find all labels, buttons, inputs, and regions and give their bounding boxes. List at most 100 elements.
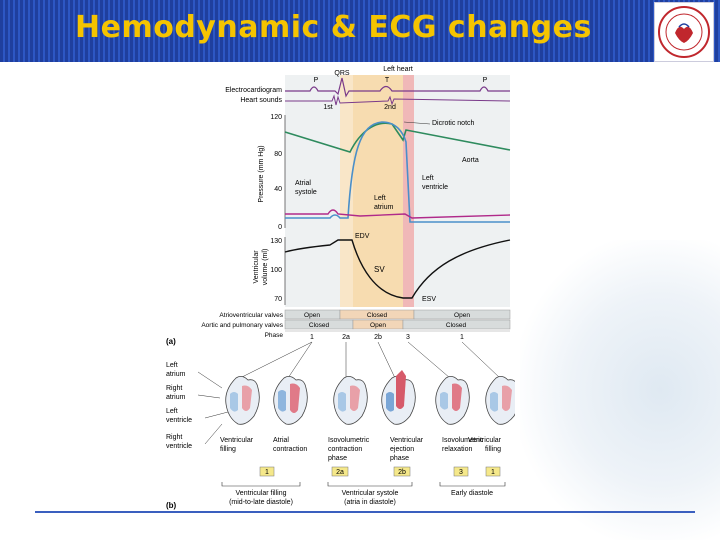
left-atrium-label-2: atrium: [374, 204, 394, 211]
left-ventricle-label-1: Left: [422, 175, 434, 182]
first-heart-sound: 1st: [323, 104, 332, 111]
heart-left-ventricle-label-1: Left: [166, 408, 178, 415]
dicrotic-notch-leader: [403, 121, 431, 125]
ecg-p-wave-2: P: [483, 77, 488, 84]
stage-phase-box-1b: [485, 466, 501, 477]
ap-state-2: Open: [370, 322, 386, 329]
phase-label: Phase: [265, 332, 284, 339]
atrial-systole-label-2: systole: [295, 189, 317, 196]
group-brackets: [221, 482, 506, 487]
stage-phase-2b: 2b: [398, 469, 406, 476]
volume-tick-130: 130: [270, 238, 282, 245]
decorative-background: [520, 240, 720, 540]
aorta-pressure-curve: [284, 122, 511, 153]
sv-label: SV: [374, 265, 385, 274]
ecg-qrs-complex: QRS: [334, 70, 350, 77]
pressure-tick-80: 80: [274, 151, 282, 158]
heart-atrial-contraction: [273, 376, 308, 425]
heart-right-atrium-label-2: atrium: [166, 394, 186, 401]
volume-axis-label-2: volume (ml): [262, 249, 269, 286]
ecg-p-wave: P: [314, 77, 319, 84]
atrial-systole-label-1: Atrial: [295, 180, 311, 187]
pressure-tick-0: 0: [278, 224, 282, 231]
stage-phase-box-3: [453, 466, 469, 477]
stage-3-line-3: phase: [328, 455, 347, 462]
pressure-tick-120: 120: [270, 114, 282, 121]
stage-4-line-3: phase: [390, 455, 409, 462]
volume-tick-70: 70: [274, 296, 282, 303]
group-2-line-2: (atria in diastole): [344, 499, 396, 506]
heart-illustrations: [225, 370, 520, 425]
stage-1-line-1: Ventricular: [220, 437, 254, 444]
panel-b-label: (b): [166, 501, 177, 510]
av-valves-label: Atrioventricular valves: [219, 312, 283, 319]
stage-captions: Ventricular filling Atrial contraction I…: [220, 437, 502, 462]
av-state-2: Closed: [367, 312, 388, 319]
av-open-cell-2: [413, 309, 511, 320]
group-2-line-1: Ventricular systole: [342, 490, 399, 497]
panel-a-label: (a): [166, 337, 176, 346]
heart-right-atrium-label-1: Right: [166, 385, 182, 392]
stage-6-line-1: Ventricular: [468, 437, 502, 444]
slide-header: Hemodynamic & ECG changes: [0, 0, 720, 62]
heart-sounds-trace: [285, 94, 511, 106]
stage-5-line-1: Isovolumetric: [442, 437, 484, 444]
heart-left-atrium-label-2: atrium: [166, 371, 186, 378]
stage-5-line-2: relaxation: [442, 446, 472, 453]
stage-2-line-2: contraction: [273, 446, 307, 453]
band-phase-2a: [340, 75, 353, 307]
stage-2-line-1: Atrial: [273, 437, 289, 444]
phase-1-late: 1: [460, 334, 464, 341]
cardiac-cycle-figure: Left heart Electrocardiogram Heart sound…: [160, 62, 520, 512]
ecg-label: Electrocardiogram: [225, 87, 282, 94]
av-state-3: Open: [454, 312, 470, 319]
left-ventricle-pressure-curve: [285, 121, 510, 223]
esv-label: ESV: [422, 296, 436, 303]
stage-1-line-2: filling: [220, 446, 236, 453]
stage-phase-3: 3: [459, 469, 463, 476]
volume-axis-label-1: Ventricular: [253, 250, 260, 284]
stage-3-line-1: Isovolumetric: [328, 437, 370, 444]
heart-right-ventricle-label-2: ventricle: [166, 443, 192, 450]
ap-state-1: Closed: [309, 322, 330, 329]
left-atrium-label-1: Left: [374, 195, 386, 202]
stage-phase-2a: 2a: [336, 469, 344, 476]
ventricular-volume-curve: [284, 239, 511, 299]
ap-closed-cell-2: [402, 319, 511, 330]
heart-ventricular-ejection: [381, 370, 416, 425]
stage-6-line-2: filling: [485, 446, 501, 453]
band-phase-1: [285, 75, 340, 307]
stage-phase-boxes: 1 2a 2b 3 1: [259, 466, 501, 477]
ap-state-3: Closed: [446, 322, 467, 329]
heart-right-ventricle-label-1: Right: [166, 434, 182, 441]
ap-valves-label: Aortic and pulmonary valves: [201, 322, 283, 329]
phase-2b: 2b: [374, 334, 382, 341]
university-logo: [654, 2, 714, 62]
ecg-trace: [285, 77, 510, 98]
left-heart-label: Left heart: [383, 66, 413, 73]
av-state-1: Open: [304, 312, 320, 319]
pressure-tick-40: 40: [274, 186, 282, 193]
stage-phase-1b: 1: [491, 469, 495, 476]
edv-label: EDV: [355, 233, 370, 240]
heart-ventricular-filling-2: [485, 376, 520, 425]
heart-isovolumetric-contraction: [333, 376, 368, 425]
heart-left-ventricle-label-2: ventricle: [166, 417, 192, 424]
dicrotic-notch-label: Dicrotic notch: [432, 120, 475, 127]
phase-pointer-lines: [239, 341, 501, 379]
phase-3: 3: [406, 334, 410, 341]
heart-left-atrium-label-1: Left: [166, 362, 178, 369]
group-3-line-1: Early diastole: [451, 490, 493, 497]
heart-ventricular-filling: [225, 376, 260, 425]
heart-label-leaders: [197, 371, 229, 445]
stage-phase-box-2b: [393, 466, 411, 477]
stage-phase-1: 1: [265, 469, 269, 476]
stage-3-line-2: contraction: [328, 446, 362, 453]
slide-title: Hemodynamic & ECG changes: [75, 10, 592, 45]
ecg-t-wave: T: [385, 77, 390, 84]
pressure-axis-label: Pressure (mm Hg): [258, 145, 265, 202]
stage-phase-box-1: [259, 466, 275, 477]
band-phase-1b: [414, 75, 510, 307]
group-1-line-2: (mid-to-late diastole): [229, 499, 293, 506]
seal-icon: [658, 6, 710, 58]
